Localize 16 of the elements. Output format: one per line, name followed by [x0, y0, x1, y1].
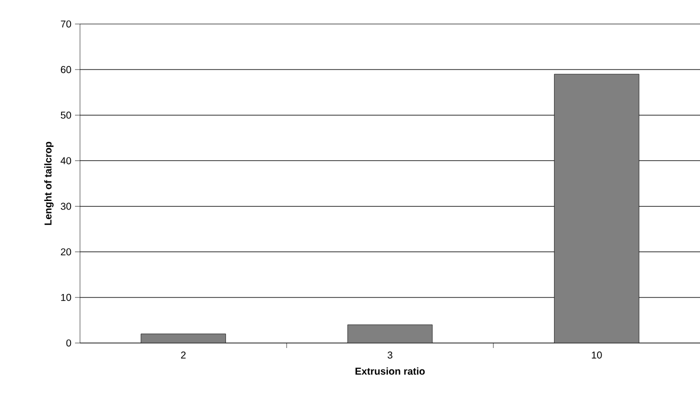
y-tick-label: 70: [60, 20, 72, 28]
x-tick-label: 2: [181, 352, 186, 358]
x-tick-label: 3: [388, 352, 392, 359]
y-axis-title: Lenght of tailcrop: [44, 142, 54, 225]
y-tick-label: 40: [60, 157, 72, 164]
bar: [554, 74, 640, 343]
y-tick-label: 50: [60, 112, 72, 119]
x-tick-label: 10: [592, 352, 602, 359]
y-tick-label: 60: [60, 66, 72, 74]
x-axis-title: Extrusion ratio: [356, 367, 425, 375]
y-tick-label: 20: [60, 248, 72, 256]
y-tick-label: 0: [66, 339, 72, 347]
y-tick-label: 10: [61, 294, 72, 301]
bar: [347, 324, 433, 343]
y-tick-label: 30: [60, 202, 72, 210]
bar: [140, 334, 226, 343]
